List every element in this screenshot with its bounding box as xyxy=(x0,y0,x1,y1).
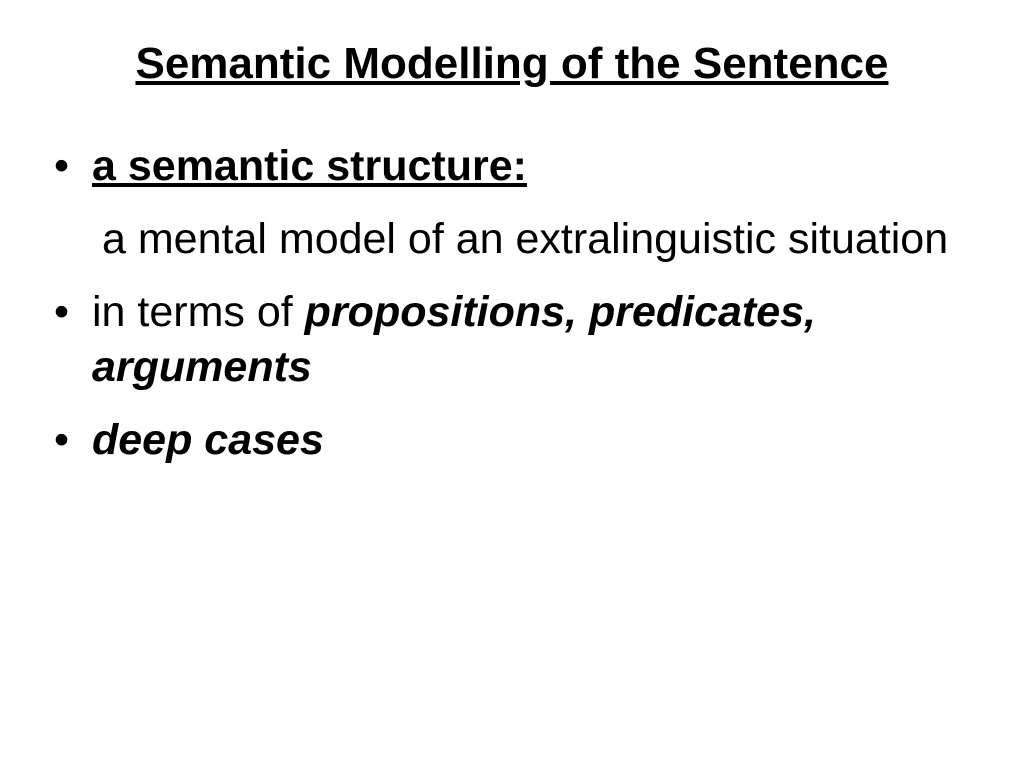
bullet-2-plain: in terms of xyxy=(92,288,305,336)
bullet-item-1: a semantic structure: xyxy=(48,139,986,194)
bullet-1-heading: a semantic structure: xyxy=(92,142,527,190)
bullet-list: a semantic structure: a mental model of … xyxy=(38,139,986,468)
bullet-1-subtext: a mental model of an extralinguistic sit… xyxy=(48,212,986,267)
slide-container: Semantic Modelling of the Sentence a sem… xyxy=(0,0,1024,768)
bullet-item-3: deep cases xyxy=(48,413,986,468)
bullet-3-text: deep cases xyxy=(92,416,324,464)
slide-title: Semantic Modelling of the Sentence xyxy=(38,38,986,91)
bullet-item-2: in terms of propositions, predicates, ar… xyxy=(48,285,986,395)
